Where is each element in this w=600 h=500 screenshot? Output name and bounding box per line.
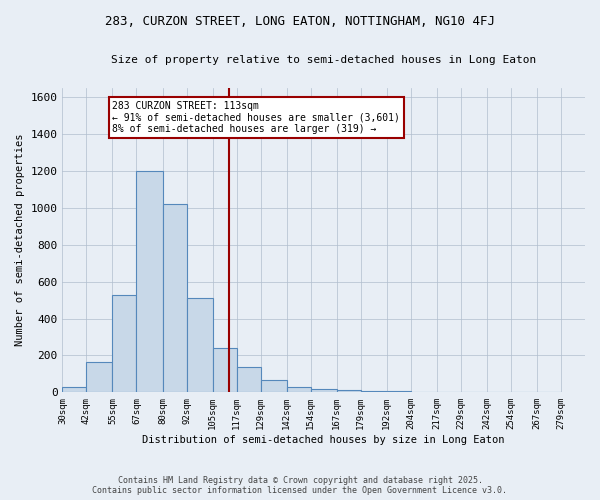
Bar	[187, 298, 212, 392]
Bar	[86, 362, 112, 392]
Bar	[236, 366, 260, 392]
Bar	[163, 204, 187, 392]
Text: 283, CURZON STREET, LONG EATON, NOTTINGHAM, NG10 4FJ: 283, CURZON STREET, LONG EATON, NOTTINGH…	[105, 15, 495, 28]
Bar	[212, 348, 236, 393]
X-axis label: Distribution of semi-detached houses by size in Long Eaton: Distribution of semi-detached houses by …	[142, 435, 505, 445]
Text: Contains HM Land Registry data © Crown copyright and database right 2025.
Contai: Contains HM Land Registry data © Crown c…	[92, 476, 508, 495]
Bar	[337, 390, 361, 392]
Bar	[287, 387, 311, 392]
Y-axis label: Number of semi-detached properties: Number of semi-detached properties	[15, 134, 25, 346]
Title: Size of property relative to semi-detached houses in Long Eaton: Size of property relative to semi-detach…	[111, 55, 536, 65]
Bar	[260, 380, 287, 392]
Bar	[136, 171, 163, 392]
Bar	[361, 391, 387, 392]
Bar	[112, 294, 136, 392]
Bar	[62, 387, 86, 392]
Bar	[311, 388, 337, 392]
Text: 283 CURZON STREET: 113sqm
← 91% of semi-detached houses are smaller (3,601)
8% o: 283 CURZON STREET: 113sqm ← 91% of semi-…	[112, 101, 400, 134]
